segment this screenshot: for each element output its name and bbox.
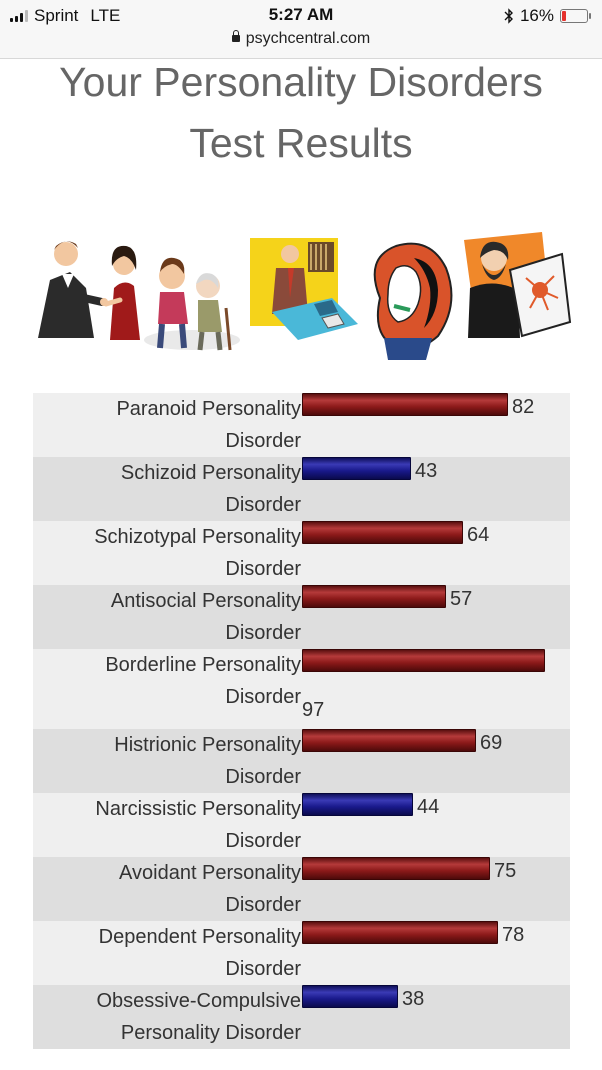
score-value: 69 — [480, 732, 503, 754]
caregiver-elderly-image — [144, 257, 240, 351]
result-row: Schizotypal Personality Disorder 64 — [33, 521, 570, 585]
disorder-label-line1: Narcissistic Personality — [95, 798, 301, 820]
disorder-label-line1: Antisocial Personality — [110, 590, 301, 612]
page-title: Your Personality Disorders Test Results — [0, 52, 602, 174]
result-row: Paranoid Personality Disorder 82 — [33, 393, 570, 457]
disorder-label-line1: Histrionic Personality — [114, 734, 301, 756]
clock: 5:27 AM — [268, 5, 334, 24]
title-line-2: Test Results — [189, 120, 413, 166]
score-bar — [302, 793, 413, 816]
results-table: Paranoid Personality Disorder 82 Schizoid P… — [33, 393, 570, 1049]
disorder-label-line2: Disorder — [225, 494, 301, 516]
score-value: 38 — [402, 988, 425, 1010]
disorder-label: Paranoid Personality Disorder — [33, 393, 301, 457]
score-bar — [302, 921, 498, 944]
disorder-label: Borderline Personality Disorder — [33, 649, 301, 713]
disorder-label-line2: Disorder — [225, 430, 301, 452]
result-row: Schizoid Personality Disorder 43 — [33, 457, 570, 521]
status-right: 16% — [504, 6, 591, 26]
score-bar — [302, 457, 411, 480]
disorder-label: Avoidant Personality Disorder — [33, 857, 301, 921]
signal-strength-icon — [10, 10, 28, 22]
disorder-label: Obsessive-Compulsive Personality Disorder — [33, 985, 301, 1049]
disorder-label-line2: Personality Disorder — [120, 1022, 301, 1044]
disorder-label-line1: Schizotypal Personality — [94, 526, 301, 548]
score-value: 97 — [302, 699, 325, 721]
disorder-label: Antisocial Personality Disorder — [33, 585, 301, 649]
disorder-label-line2: Disorder — [225, 830, 301, 852]
disorder-label-line2: Disorder — [225, 766, 301, 788]
disorder-label-line2: Disorder — [225, 894, 301, 916]
score-bar — [302, 521, 463, 544]
address-bar[interactable]: psychcentral.com — [0, 30, 602, 48]
disorder-label-line1: Paranoid Personality — [116, 398, 301, 420]
disorder-label: Narcissistic Personality Disorder — [33, 793, 301, 857]
score-bar — [302, 649, 545, 672]
score-value: 57 — [450, 588, 473, 610]
bluetooth-icon — [504, 8, 513, 24]
result-row: Narcissistic Personality Disorder 44 — [33, 793, 570, 857]
score-bar — [302, 857, 490, 880]
carrier-name: Sprint — [34, 6, 79, 25]
disorder-label-line2: Disorder — [225, 558, 301, 580]
bearded-man-paper-image — [464, 232, 572, 338]
personality-illustration — [38, 232, 572, 360]
network-type: LTE — [90, 6, 121, 25]
lock-icon — [231, 30, 240, 42]
score-value: 43 — [415, 460, 438, 482]
distressed-woman-image — [373, 242, 453, 360]
url-text: psychcentral.com — [245, 30, 371, 47]
score-value: 78 — [502, 924, 525, 946]
score-value: 44 — [417, 796, 440, 818]
battery-icon — [560, 9, 591, 23]
result-row: Histrionic Personality Disorder 69 — [33, 729, 570, 793]
result-row: Dependent Personality Disorder 78 — [33, 921, 570, 985]
disorder-label: Schizotypal Personality Disorder — [33, 521, 301, 585]
disorder-label-line1: Avoidant Personality — [119, 862, 301, 884]
disorder-label-line2: Disorder — [225, 958, 301, 980]
carrier-info: Sprint LTE — [10, 6, 120, 26]
score-value: 64 — [467, 524, 490, 546]
disorder-label-line1: Obsessive-Compulsive — [96, 990, 301, 1012]
battery-level — [562, 11, 566, 21]
result-row: Borderline Personality Disorder 97 — [33, 649, 570, 729]
result-row: Obsessive-Compulsive Personality Disorder… — [33, 985, 570, 1049]
score-bar — [302, 585, 446, 608]
result-row: Antisocial Personality Disorder 57 — [33, 585, 570, 649]
disorder-label-line1: Dependent Personality — [98, 926, 301, 948]
disorder-label-line1: Borderline Personality — [105, 654, 301, 676]
score-bar — [302, 393, 508, 416]
disorder-label: Histrionic Personality Disorder — [33, 729, 301, 793]
battery-percent: 16% — [519, 6, 554, 25]
score-value: 82 — [512, 396, 535, 418]
disorder-label-line1: Schizoid Personality — [120, 462, 301, 484]
result-row: Avoidant Personality Disorder 75 — [33, 857, 570, 921]
title-line-1: Your Personality Disorders — [59, 59, 543, 105]
disorder-label-line2: Disorder — [225, 686, 301, 708]
status-bar: Sprint LTE 5:27 AM 16% psychcentral.com — [0, 0, 602, 59]
disorder-label: Dependent Personality Disorder — [33, 921, 301, 985]
score-value: 75 — [494, 860, 517, 882]
disorder-label: Schizoid Personality Disorder — [33, 457, 301, 521]
arguing-couple-image — [38, 241, 140, 340]
score-bar — [302, 729, 476, 752]
disorder-label-line2: Disorder — [225, 622, 301, 644]
collector-man-image — [250, 238, 358, 340]
score-bar — [302, 985, 398, 1008]
